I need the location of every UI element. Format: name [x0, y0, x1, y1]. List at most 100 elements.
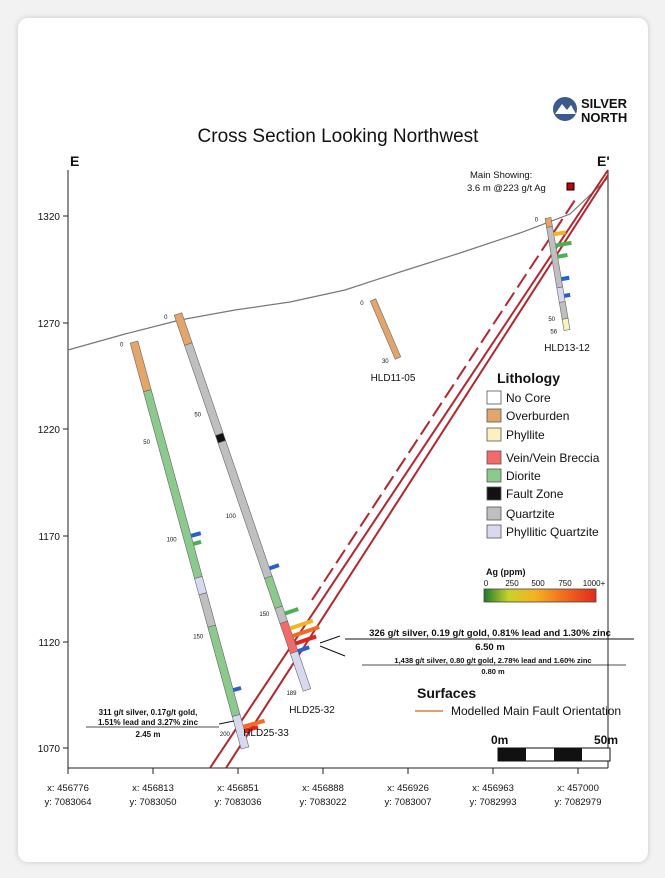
depth-label: 56: [550, 329, 557, 335]
ag-scale-tick: 250: [505, 579, 519, 588]
lithology-interval: [369, 298, 402, 360]
depth-label: 200: [220, 732, 231, 738]
lithology-swatch: [486, 408, 502, 423]
elevation-tick-label: 1270: [38, 319, 61, 330]
figure-title: Cross Section Looking Northwest: [198, 126, 480, 147]
ag-assay-bar: [297, 645, 310, 653]
lithology-legend-title: Lithology: [497, 370, 560, 386]
drillhole-hld25-32: 0 50 100 150 189: [164, 312, 320, 697]
surfaces-legend: Surfaces Modelled Main Fault Orientation: [415, 685, 621, 718]
easting-tick-x: x: 456926: [387, 783, 429, 794]
easting-axis: x: 456776 y: 7083064 x: 456813 y: 7083050 x:…: [44, 768, 602, 808]
section-label-right: E': [597, 153, 610, 169]
ag-assay-bar: [563, 292, 571, 298]
depth-label: 0: [164, 315, 168, 321]
ag-scale-tick: 750: [558, 579, 572, 588]
ag-assay-bar: [292, 625, 320, 638]
easting-tick-x: x: 456776: [47, 783, 89, 794]
lithology-label: Vein/Vein Breccia: [506, 451, 600, 465]
intercept-c-grade-1: 311 g/t silver, 0.17g/t gold,: [99, 708, 198, 717]
ag-assay-bar: [268, 563, 280, 571]
lithology-label: Quartzite: [506, 507, 555, 521]
ag-assay-bar: [557, 253, 568, 259]
ag-assay-bar: [243, 725, 259, 733]
easting-tick-y: y: 7082979: [554, 797, 601, 808]
intercept-callout-hld25-33: 311 g/t silver, 0.17g/t gold, 1.51% lead…: [86, 708, 235, 739]
lithology-label: Fault Zone: [506, 487, 564, 501]
ag-assay-bar: [294, 634, 317, 646]
easting-tick-x: x: 456851: [217, 783, 259, 794]
lithology-label: Diorite: [506, 469, 541, 483]
drillhole-hld11-05: 0 30: [360, 298, 402, 365]
depth-label: 30: [382, 359, 389, 365]
drillhole-traces: 0 50 100 150 200 0 50 100 150 189 0 30 0 50 56: [120, 217, 572, 750]
depth-label: 50: [143, 440, 150, 446]
lithology-interval: [184, 342, 224, 436]
depth-label: 100: [167, 537, 178, 543]
section-label-left: E: [70, 153, 79, 169]
ag-scale-tick: 500: [531, 579, 545, 588]
easting-tick-y: y: 7083050: [129, 797, 176, 808]
ag-assay-bar: [555, 240, 572, 248]
silver-north-logo: SILVER NORTH: [553, 96, 628, 125]
ag-scale-tick: 0: [484, 579, 489, 588]
logo-text-line1: SILVER: [581, 96, 628, 111]
lithology-interval: [558, 301, 569, 320]
intercept-b-grade: 1,438 g/t silver, 0.80 g/t gold, 2.78% l…: [394, 656, 591, 665]
lithology-swatch: [486, 390, 502, 405]
ag-assay-bar: [289, 618, 314, 631]
lithology-interval: [556, 286, 566, 303]
lithology-legend: Lithology No Core Overburden Phyllite Vein/…: [486, 370, 600, 539]
lithology-interval: [129, 340, 152, 393]
ag-assay-bar: [284, 607, 299, 616]
scale-bar: 0m 50m: [491, 733, 618, 762]
depth-label: 0: [535, 217, 539, 223]
intercept-c-length: 2.45 m: [136, 730, 161, 739]
intercept-c-grade-2: 1.51% lead and 3.27% zinc: [98, 718, 199, 727]
easting-tick-x: x: 456813: [132, 783, 174, 794]
hole-label-hld25-33: HLD25-33: [243, 728, 289, 739]
hole-label-hld25-32: HLD25-32: [289, 705, 335, 716]
depth-label: 150: [193, 635, 204, 641]
drillhole-hld25-33: 0 50 100 150 200: [120, 340, 266, 750]
easting-tick-y: y: 7082993: [469, 797, 516, 808]
plot-frame: [67, 170, 609, 769]
lithology-interval: [217, 440, 273, 579]
depth-label: 0: [360, 301, 364, 307]
easting-tick-y: y: 7083036: [214, 797, 261, 808]
lithology-label: Phyllitic Quartzite: [506, 525, 599, 539]
ag-assay-bar: [190, 531, 202, 538]
main-showing-marker: Main Showing: 3.6 m @223 g/t Ag: [467, 170, 575, 194]
lithology-swatch: [486, 524, 502, 539]
surfaces-legend-item: Modelled Main Fault Orientation: [451, 704, 621, 718]
lithology-swatch: [486, 427, 502, 442]
lithology-interval: [194, 576, 208, 596]
depth-label: 50: [194, 413, 201, 419]
easting-tick-y: y: 7083007: [384, 797, 431, 808]
lithology-interval: [207, 624, 241, 717]
logo-text-line2: NORTH: [581, 110, 627, 125]
hole-label-hld13-12: HLD13-12: [544, 343, 590, 354]
main-showing-label: Main Showing:: [470, 170, 532, 181]
lithology-interval: [561, 317, 571, 331]
easting-tick-x: x: 456963: [472, 783, 514, 794]
lithology-interval: [264, 575, 283, 609]
easting-tick-y: y: 7083064: [44, 797, 91, 808]
figure-card: [18, 18, 648, 862]
lithology-label: No Core: [506, 391, 551, 405]
intercept-a-grade: 326 g/t silver, 0.19 g/t gold, 0.81% lea…: [369, 628, 611, 639]
surfaces-legend-title: Surfaces: [417, 685, 476, 701]
elevation-tick-label: 1220: [38, 425, 61, 436]
main-showing-value: 3.6 m @223 g/t Ag: [467, 183, 546, 194]
elevation-tick-label: 1320: [38, 212, 61, 223]
ag-scale-tick: 1000+: [583, 579, 606, 588]
easting-tick-x: x: 457000: [557, 783, 599, 794]
scale-bar-right-label: 50m: [594, 733, 618, 747]
lithology-label: Phyllite: [506, 428, 545, 442]
lithology-interval: [289, 650, 312, 692]
ag-colour-scale: Ag (ppm) 0 250 500 750 1000+: [483, 567, 606, 603]
intercept-callout-hld25-32: 326 g/t silver, 0.19 g/t gold, 0.81% lea…: [319, 628, 634, 676]
intercept-a-length: 6.50 m: [475, 642, 505, 653]
depth-label: 0: [120, 342, 124, 348]
